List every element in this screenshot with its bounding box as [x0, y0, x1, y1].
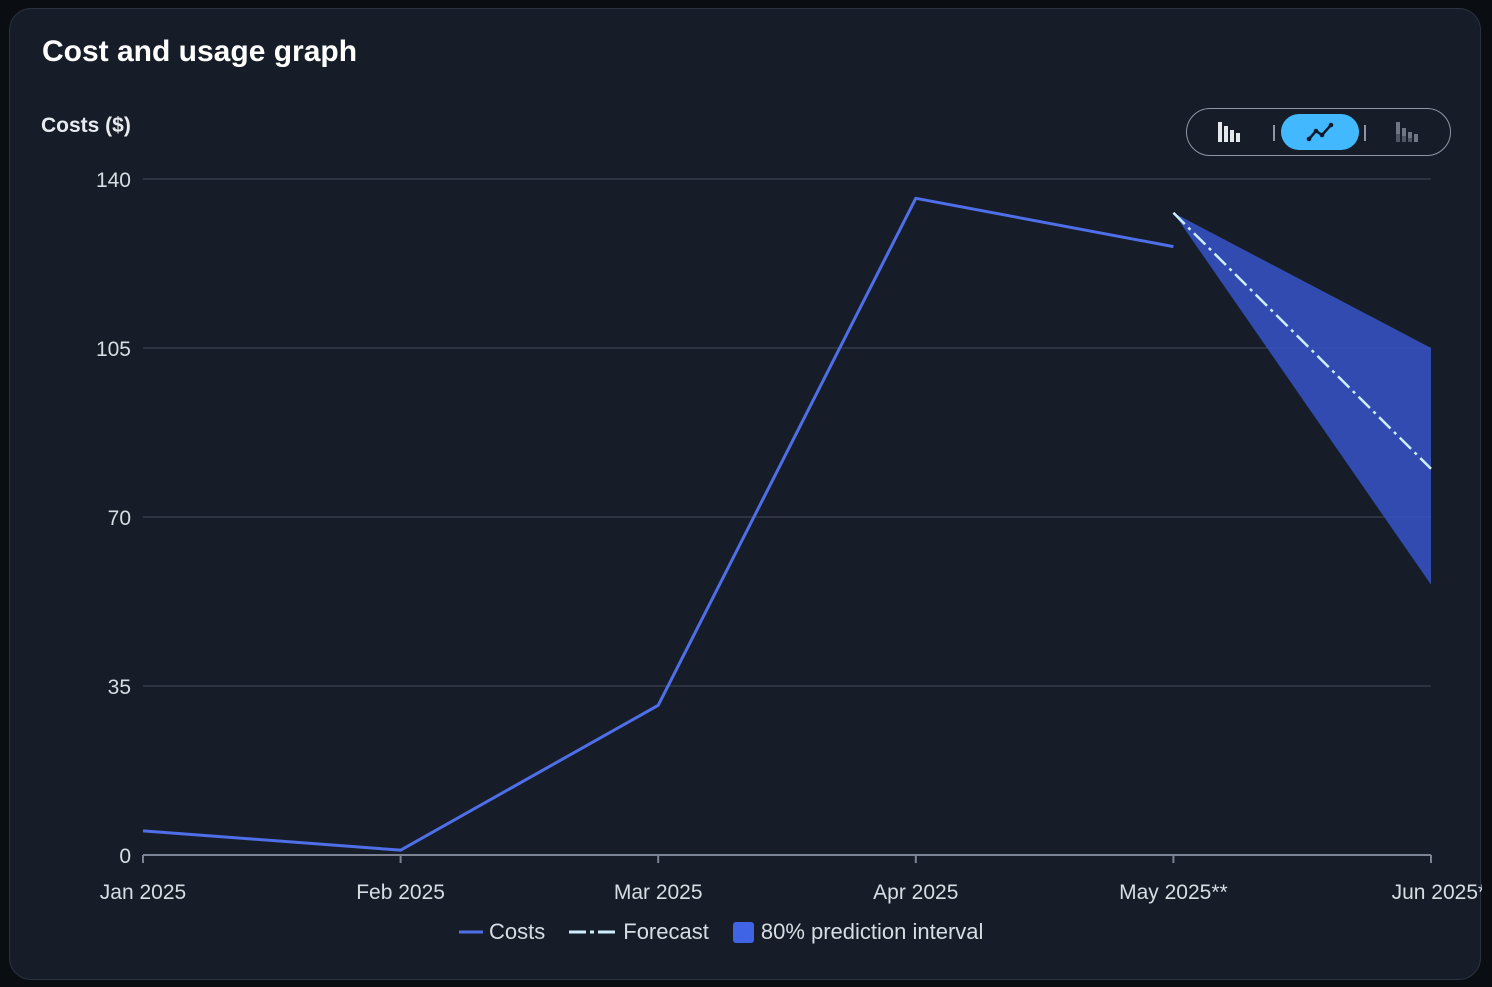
- cost-usage-card: Cost and usage graph Costs ($) 0 35 70 105 14…: [9, 8, 1482, 980]
- x-tick-label: Mar 2025: [614, 881, 703, 904]
- costs-line: [142, 196, 1174, 852]
- forecast-legend-swatch: [569, 930, 618, 934]
- legend-item-prediction-interval[interactable]: 80% prediction interval: [732, 919, 984, 945]
- bar-chart-toggle-button[interactable]: [1191, 114, 1269, 150]
- toggle-separator: [1273, 125, 1275, 141]
- forecast-line: [1172, 211, 1432, 470]
- y-tick-label: 70: [108, 507, 131, 530]
- legend-label-forecast: Forecast: [623, 919, 709, 944]
- legend-label-costs: Costs: [489, 919, 546, 944]
- stacked-bar-chart-toggle-button[interactable]: [1369, 114, 1447, 150]
- chart-type-toggle: [1186, 108, 1451, 156]
- y-tick-label: 140: [96, 169, 131, 192]
- costs-legend-swatch: [459, 930, 483, 934]
- chart-legend: Costs Forecast 80% prediction interval: [459, 919, 983, 945]
- card-title: Cost and usage graph: [42, 35, 358, 68]
- legend-label-prediction-interval: 80% prediction interval: [760, 919, 984, 944]
- bar-chart-icon: [1218, 122, 1240, 142]
- prediction-interval-band: [1173, 212, 1431, 585]
- line-chart-icon: [1306, 122, 1334, 142]
- y-axis-title: Costs ($): [41, 114, 131, 137]
- x-tick-label: Apr 2025: [873, 881, 958, 904]
- cost-line-chart: Costs ($) 0 35 70 105 140 Jan 2025 Feb 2025 Mar …: [41, 114, 1482, 904]
- y-tick-label: 0: [119, 845, 131, 868]
- x-tick-label: Jun 2025**: [1392, 881, 1482, 904]
- stacked-bar-chart-icon: [1396, 122, 1418, 142]
- y-tick-label: 35: [108, 676, 131, 699]
- line-chart-toggle-button[interactable]: [1281, 114, 1359, 150]
- x-tick-label: Feb 2025: [356, 881, 445, 904]
- toggle-separator: [1364, 125, 1366, 141]
- interval-legend-swatch: [732, 921, 754, 943]
- legend-item-forecast[interactable]: Forecast: [569, 919, 709, 945]
- x-tick-label: Jan 2025: [100, 881, 186, 904]
- legend-item-costs[interactable]: Costs: [459, 919, 545, 945]
- y-tick-label: 105: [96, 338, 131, 361]
- x-tick-label: May 2025**: [1119, 881, 1228, 904]
